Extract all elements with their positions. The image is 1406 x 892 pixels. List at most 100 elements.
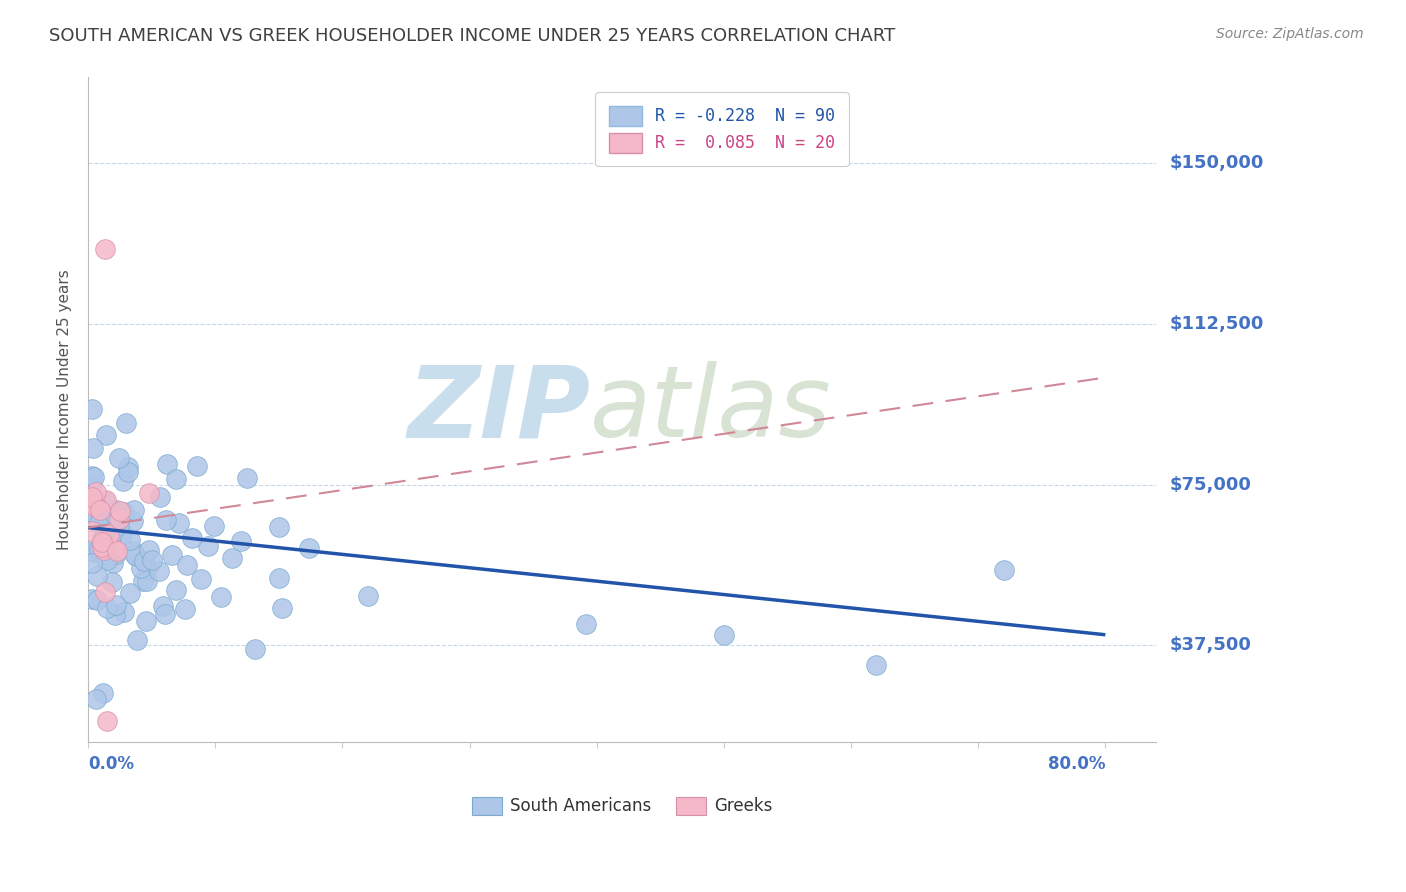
Point — [80, 543, 103, 558]
Point — [80, 402, 103, 417]
Point — [93, 551, 115, 566]
Point — [110, 532, 132, 546]
Point — [190, 572, 212, 586]
Point — [84, 691, 107, 706]
Point — [181, 532, 204, 546]
Point — [98, 531, 121, 545]
Point — [136, 562, 159, 576]
Point — [236, 471, 259, 485]
Point — [91, 533, 114, 547]
Point — [84, 500, 107, 514]
Legend: South Americans, Greeks: South Americans, Greeks — [465, 790, 779, 822]
Point — [136, 574, 159, 588]
Point — [160, 548, 183, 562]
Text: Source: ZipAtlas.com: Source: ZipAtlas.com — [1216, 27, 1364, 41]
Point — [141, 553, 163, 567]
Text: $150,000: $150,000 — [1170, 154, 1264, 172]
Text: ZIP: ZIP — [408, 361, 591, 458]
Point — [127, 633, 149, 648]
Point — [155, 607, 177, 622]
Point — [101, 575, 124, 590]
Point — [83, 495, 105, 509]
Point — [94, 492, 117, 507]
Point — [100, 526, 122, 541]
Point — [101, 541, 124, 556]
Point — [231, 533, 253, 548]
Point — [89, 507, 111, 521]
Point — [80, 490, 103, 504]
Point — [122, 514, 145, 528]
Point — [104, 503, 127, 517]
Text: 80.0%: 80.0% — [1047, 756, 1105, 773]
Point — [713, 628, 735, 642]
Point — [93, 242, 115, 256]
Point — [120, 533, 142, 548]
Point — [96, 553, 118, 567]
Point — [186, 458, 208, 473]
Point — [107, 518, 129, 533]
Point — [97, 527, 120, 541]
Point — [90, 540, 112, 554]
Point — [156, 458, 179, 472]
Point — [86, 568, 108, 582]
Point — [117, 465, 139, 479]
Point — [135, 614, 157, 628]
Point — [117, 460, 139, 475]
Point — [202, 518, 225, 533]
Point — [148, 490, 170, 504]
Point — [80, 505, 103, 519]
Point — [84, 484, 107, 499]
Point — [111, 526, 134, 541]
Point — [357, 590, 380, 604]
Text: $75,000: $75,000 — [1170, 475, 1251, 493]
Text: atlas: atlas — [591, 361, 832, 458]
Point — [221, 550, 243, 565]
Point — [131, 574, 153, 589]
Point — [96, 714, 118, 728]
Point — [104, 607, 127, 622]
Point — [155, 513, 177, 527]
Point — [87, 541, 110, 556]
Point — [138, 486, 160, 500]
Point — [122, 544, 145, 558]
Point — [267, 571, 290, 585]
Point — [101, 556, 124, 570]
Point — [176, 558, 198, 572]
Point — [96, 600, 118, 615]
Point — [94, 585, 117, 599]
Point — [197, 539, 219, 553]
Point — [134, 554, 156, 568]
Point — [82, 441, 104, 455]
Point — [165, 582, 187, 597]
Point — [112, 505, 135, 519]
Y-axis label: Householder Income Under 25 years: Householder Income Under 25 years — [58, 269, 72, 550]
Point — [125, 549, 148, 563]
Point — [124, 548, 146, 562]
Point — [105, 547, 128, 561]
Point — [93, 543, 115, 558]
Point — [267, 520, 290, 534]
Point — [83, 469, 105, 483]
Point — [138, 542, 160, 557]
Text: $112,500: $112,500 — [1170, 315, 1264, 333]
Point — [129, 560, 152, 574]
Point — [89, 503, 111, 517]
Point — [993, 564, 1015, 578]
Point — [86, 592, 108, 607]
Point — [298, 541, 321, 555]
Point — [575, 617, 598, 632]
Point — [152, 599, 174, 613]
Point — [96, 427, 118, 442]
Point — [86, 516, 108, 530]
Point — [91, 686, 114, 700]
Point — [107, 450, 129, 465]
Point — [865, 657, 887, 672]
Point — [167, 516, 190, 530]
Point — [80, 556, 103, 570]
Point — [173, 601, 195, 615]
Text: $37,500: $37,500 — [1170, 637, 1251, 655]
Point — [80, 468, 103, 483]
Point — [111, 474, 134, 488]
Text: 0.0%: 0.0% — [89, 756, 134, 773]
Point — [105, 543, 128, 558]
